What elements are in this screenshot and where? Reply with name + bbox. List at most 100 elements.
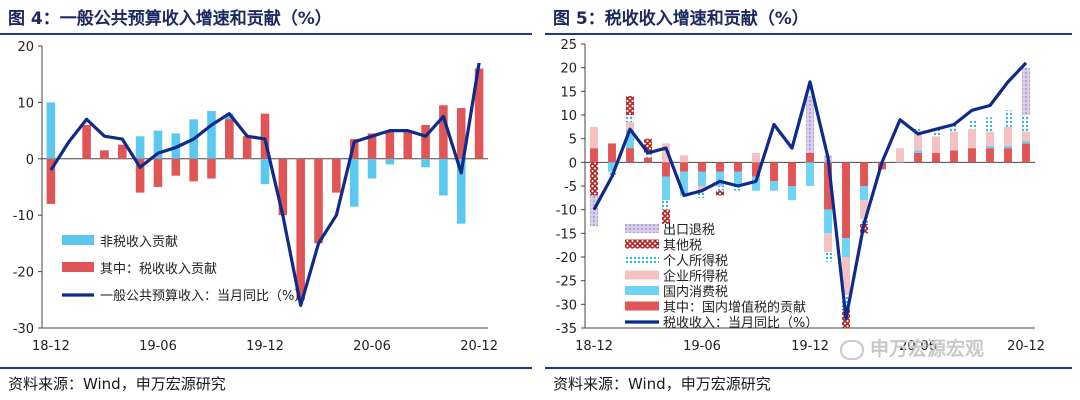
tax-bar	[403, 130, 413, 159]
corporate-income-tax-bar	[1004, 126, 1012, 146]
left-source-rule	[0, 367, 532, 369]
vat-contribution-bar	[734, 162, 742, 172]
corporate-income-tax-bar	[914, 131, 922, 151]
legend-label: 国内消费税	[663, 284, 728, 300]
right-source-note: 资料来源：Wind，申万宏源研究	[553, 375, 771, 393]
other-tax-bar	[590, 162, 598, 196]
consumption-tax-bar	[860, 186, 868, 201]
personal-income-tax-bar	[950, 124, 958, 132]
personal-income-tax-bar	[698, 190, 706, 198]
consumption-tax-bar	[734, 171, 742, 186]
corporate-income-tax-bar	[590, 126, 598, 149]
corporate-income-tax-bar	[1022, 131, 1030, 142]
consumption-tax-bar	[806, 162, 814, 186]
y-tick-label: 20	[560, 62, 577, 77]
legend-label: 企业所得税	[663, 269, 728, 285]
x-tick-label: 18-12	[575, 339, 613, 354]
y-tick-label: -5	[564, 180, 577, 195]
y-tick-label: 10	[17, 96, 34, 111]
left-chart: -30 -20 -10 0 10 20 18-12 19-06 19-12 20-06 20-12 非…	[13, 40, 498, 354]
legend-label: 个人所得税	[663, 253, 728, 269]
tax-bar	[82, 124, 91, 159]
y-tick-label: 25	[560, 38, 577, 53]
corporate-income-tax-bar	[968, 129, 976, 149]
legend-swatch	[625, 255, 659, 264]
personal-income-tax-bar	[1022, 115, 1030, 132]
tax-bar	[100, 150, 109, 159]
vat-contribution-bar	[986, 148, 994, 163]
legend-label: 其他税	[663, 239, 702, 254]
corporate-income-tax-bar	[680, 155, 688, 163]
y-tick-label: 20	[17, 40, 34, 55]
other-tax-bar	[662, 209, 670, 224]
y-tick-label: 0	[569, 156, 577, 171]
vat-contribution-bar	[788, 162, 796, 186]
consumption-tax-bar	[824, 209, 832, 234]
consumption-tax-bar	[662, 176, 670, 201]
corporate-income-tax-bar	[896, 148, 904, 163]
consumption-tax-bar	[788, 186, 796, 201]
nontax-bar	[439, 158, 448, 196]
consumption-tax-bar	[914, 150, 922, 153]
y-tick-label: 15	[560, 85, 577, 100]
tax-bar	[242, 136, 252, 159]
personal-income-tax-bar	[716, 186, 724, 191]
legend-swatch	[62, 262, 94, 272]
consumption-tax-bar	[1022, 141, 1030, 144]
x-tick-label: 19-12	[246, 339, 284, 354]
tax-bar	[332, 158, 341, 193]
consumption-tax-bar	[698, 171, 706, 186]
y-tick-label: 0	[26, 153, 34, 168]
legend-swatch	[62, 235, 94, 245]
consumption-tax-bar	[680, 171, 688, 196]
left-title-rule	[0, 33, 532, 35]
corporate-income-tax-bar	[626, 122, 634, 130]
tax-bar	[46, 158, 56, 204]
right-chart-title: 图 5：税收收入增速和贡献（%）	[553, 9, 809, 29]
tax-bar	[474, 68, 484, 159]
corporate-income-tax-bar	[824, 233, 832, 253]
tax-bar	[385, 130, 395, 159]
consumption-tax-bar	[1004, 145, 1012, 149]
tax-bar	[314, 158, 323, 244]
tax-bar	[278, 158, 288, 216]
personal-income-tax-bar	[644, 152, 652, 158]
tax-bar	[135, 158, 145, 193]
y-tick-label: 5	[569, 133, 577, 148]
legend-swatch	[625, 286, 659, 295]
export-rebate-bar	[590, 195, 598, 227]
consumption-tax-bar	[752, 176, 760, 191]
consumption-tax-bar	[986, 145, 994, 149]
export-rebate-bar	[806, 96, 814, 153]
personal-income-tax-bar	[932, 129, 940, 137]
right-source-rule	[545, 367, 1072, 369]
revenue-yoy-line	[49, 62, 481, 307]
vat-contribution-bar	[1004, 148, 1012, 163]
y-tick-label: -25	[556, 275, 577, 290]
personal-income-tax-bar	[842, 294, 850, 310]
vat-contribution-bar	[662, 162, 670, 177]
x-tick-label: 19-06	[139, 339, 177, 354]
vat-contribution-bar	[626, 148, 634, 163]
personal-income-tax-bar	[662, 200, 670, 210]
personal-income-tax-bar	[968, 119, 976, 130]
x-tick-label: 18-12	[32, 339, 70, 354]
right-panel: 图 5：税收收入增速和贡献（%） -35 -30 -25 -20 -15 -10 -5 0 5 1…	[545, 0, 1080, 400]
vat-contribution-bar	[590, 148, 598, 163]
legend-label: 一般公共预算收入：当月同比（%）	[100, 288, 307, 304]
x-tick-label: 20-06	[899, 339, 937, 354]
corporate-income-tax-bar	[662, 143, 670, 163]
tax-bar	[296, 158, 305, 300]
legend-label: 税收收入：当月同比（%）	[663, 316, 818, 331]
tax-bar	[349, 139, 359, 159]
left-chart-title: 图 4：一般公共预算收入增速和贡献（%）	[8, 9, 332, 29]
x-tick-label: 20-12	[1007, 339, 1045, 354]
vat-contribution-bar	[680, 162, 688, 172]
vat-contribution-bar	[770, 162, 778, 182]
other-tax-bar	[626, 96, 634, 115]
personal-income-tax-bar	[626, 115, 634, 123]
personal-income-tax-bar	[986, 117, 994, 132]
vat-contribution-bar	[608, 143, 616, 163]
x-tick-label: 19-12	[791, 339, 829, 354]
corporate-income-tax-bar	[932, 136, 940, 153]
